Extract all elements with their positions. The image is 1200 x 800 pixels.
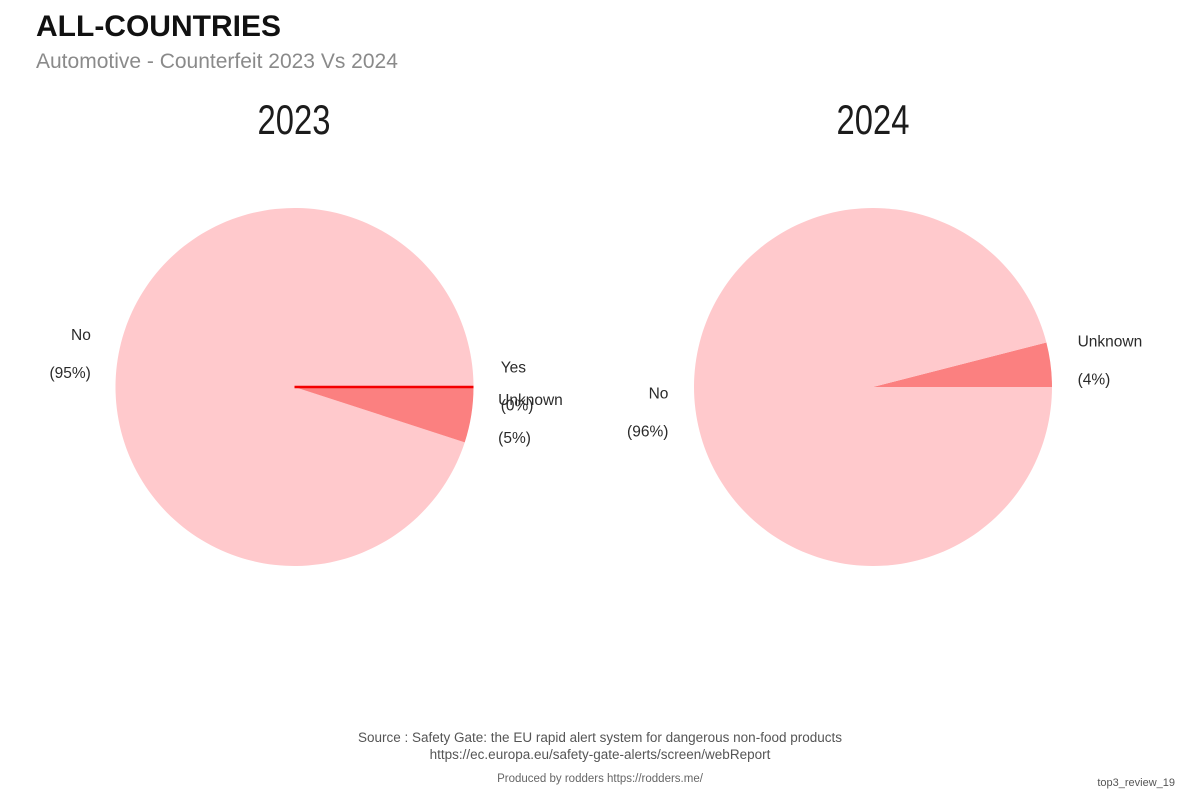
footer-source-line-1: Source : Safety Gate: the EU rapid alert…	[357, 730, 842, 745]
slice-label-unknown: Unknown (5%)	[498, 392, 563, 447]
slice-label-no: No (96%)	[627, 385, 668, 440]
pie-slice-unknown	[873, 342, 1052, 387]
page-title: ALL-COUNTRIES	[36, 10, 281, 43]
pie-2023: No (95%) Unknown (5%)Yes (0%)	[49, 208, 563, 567]
slice-label-yes: Yes (0%)	[501, 360, 534, 415]
pie-2024: Unknown (4%) No (96%)	[627, 208, 1143, 567]
pie-title-2024: 2024	[836, 96, 910, 143]
footer-produced-by: Produced by rodders https://rodders.me/	[497, 773, 703, 785]
slice-label-unknown: Unknown (4%)	[1078, 334, 1143, 389]
slice-label-no: No (95%)	[49, 327, 90, 382]
pie-slice-unknown	[294, 387, 474, 443]
page-subtitle: Automotive - Counterfeit 2023 Vs 2024	[36, 50, 398, 73]
pie-title-2023: 2023	[257, 96, 331, 143]
watermark-label: top3_review_19	[1097, 777, 1175, 789]
pie-slice-no	[694, 208, 1052, 567]
footer-source-line-2: https://ec.europa.eu/safety-gate-alerts/…	[429, 747, 771, 762]
